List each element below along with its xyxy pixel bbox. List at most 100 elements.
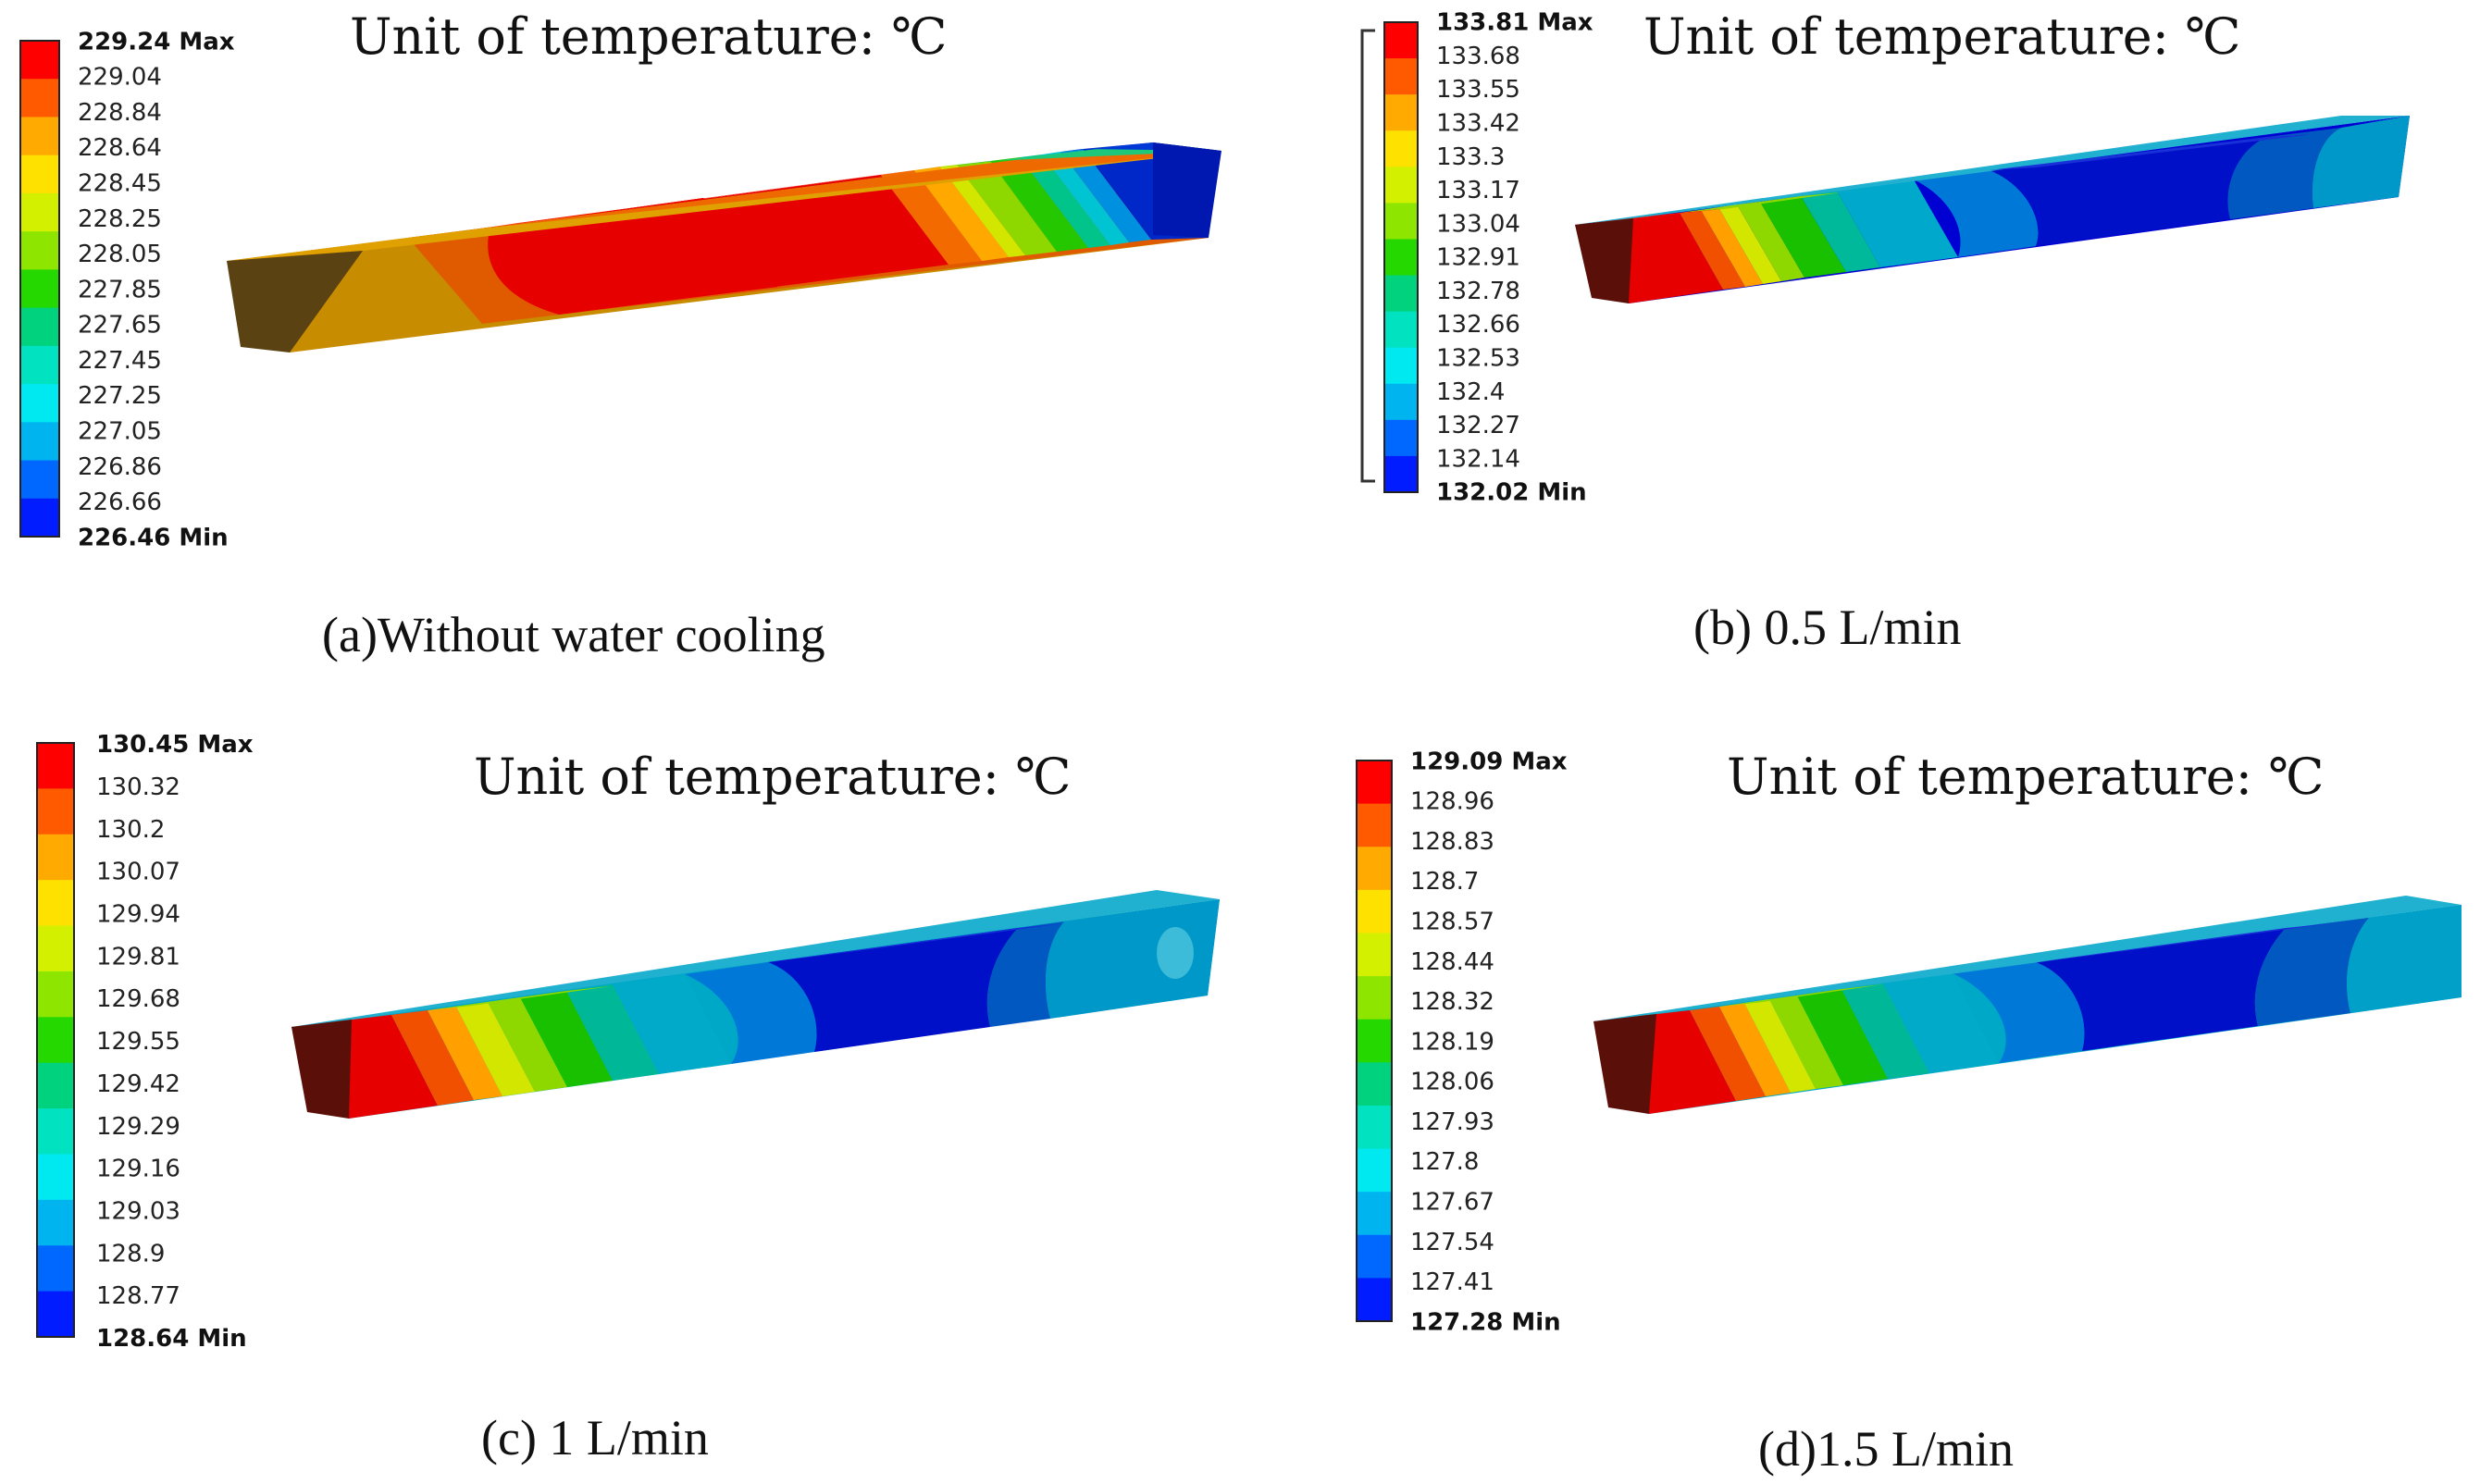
legend-swatch	[1384, 167, 1418, 204]
legend-tick-label: 132.78	[1436, 278, 1520, 305]
legend-swatch	[1384, 22, 1418, 59]
bar-d-top-blue	[2036, 923, 2332, 962]
bar-c-teal	[566, 984, 659, 1081]
legend-tick-label: 129.03	[96, 1198, 180, 1226]
legend-tick-label: 228.05	[78, 241, 162, 268]
legend-swatch	[1357, 976, 1392, 1020]
legend-tick-label: 127.67	[1410, 1189, 1494, 1217]
legend-tick-label: 128.19	[1410, 1028, 1494, 1056]
bar-b-lblue	[2312, 116, 2410, 208]
panel-d-unit-title: Unit of temperature: ℃	[1727, 748, 2325, 806]
bar-b-top	[1575, 116, 2410, 225]
bar-c-orange	[391, 1010, 474, 1106]
panel-a-bar	[227, 142, 1221, 352]
legend-tick-label: 133.55	[1436, 76, 1520, 104]
legend-swatch	[37, 880, 74, 927]
bar-c-near-end	[291, 1020, 352, 1119]
legend-tick-label: 127.41	[1410, 1268, 1494, 1296]
bar-c-sky	[685, 962, 817, 1064]
bar-d-top-green	[1719, 984, 1883, 1007]
legend-tick-label: 133.68	[1436, 43, 1520, 70]
bar-b-top-green	[1680, 192, 1841, 213]
bar-a-band-yellow	[914, 167, 1009, 261]
legend-tick-label: 133.3	[1436, 143, 1505, 171]
legend-tick-label: 132.27	[1436, 412, 1520, 439]
legend-tick-label: 227.85	[78, 276, 162, 303]
legend-swatch	[37, 925, 74, 972]
legend-tick-label: 129.81	[96, 943, 180, 971]
legend-tick-label: 226.86	[78, 453, 162, 481]
legend-tick-label: 132.14	[1436, 445, 1520, 473]
legend-tick-label: 129.94	[96, 901, 180, 929]
legend-swatch	[1384, 347, 1418, 385]
bar-a-band-green	[990, 157, 1088, 252]
legend-frame	[19, 40, 60, 538]
legend-tick-label: 132.91	[1436, 244, 1520, 272]
panel-d: 129.09 Max 128.96 128.83 128.7 128.57 128.44 1…	[1356, 748, 2461, 1477]
legend-swatch	[1384, 383, 1418, 421]
legend-swatch	[37, 788, 74, 835]
panel-d-legend: 129.09 Max 128.96 128.83 128.7 128.57 128.44 1…	[1356, 748, 1568, 1336]
legend-tick-label: 127.54	[1410, 1229, 1494, 1256]
legend-swatch	[37, 1199, 74, 1246]
legend-tick-label: 128.44	[1410, 948, 1494, 976]
bar-c-mblue	[986, 921, 1064, 1027]
legend-tick-label: 129.68	[96, 985, 180, 1013]
legend-tick-label: 228.64	[78, 134, 162, 162]
legend-swatch	[1357, 803, 1392, 847]
legend-tick-label: 228.25	[78, 205, 162, 233]
bar-c-top-green	[428, 986, 611, 1010]
bar-d-top	[1593, 896, 2461, 1021]
legend-swatch	[1384, 239, 1418, 277]
bar-b-yellow	[1701, 207, 1763, 287]
panel-c-unit-title: Unit of temperature: ℃	[474, 748, 1072, 806]
bar-d-lblue	[2347, 905, 2461, 1013]
legend-swatch	[1384, 311, 1418, 349]
bar-b-teal	[1801, 191, 1880, 272]
legend-min-label: 226.46 Min	[78, 524, 229, 551]
legend-frame	[36, 742, 75, 1338]
legend-swatch	[20, 384, 59, 423]
legend-swatch	[20, 422, 59, 462]
legend-swatch	[1357, 1062, 1392, 1107]
legend-swatch	[1384, 58, 1418, 95]
panel-a-caption: (a)Without water cooling	[322, 607, 825, 662]
legend-tick-label: 128.83	[1410, 828, 1494, 856]
legend-tick-label: 229.04	[78, 64, 162, 92]
bar-c-cyan	[613, 974, 731, 1074]
legend-tick-label: 130.32	[96, 773, 180, 801]
bar-a-top-red	[481, 170, 914, 229]
legend-swatch	[20, 155, 59, 194]
bar-d-orange	[1690, 1007, 1766, 1101]
legend-frame	[1356, 760, 1393, 1322]
legend-swatch	[20, 192, 59, 232]
bar-d-blue	[2036, 928, 2286, 1051]
panel-b-caption: (b) 0.5 L/min	[1693, 600, 1961, 655]
legend-swatch	[37, 1017, 74, 1064]
panel-a: 229.24 Max 229.04 228.84 228.64 228.45 228.25…	[19, 7, 1221, 662]
legend-tick-label: 128.7	[1410, 868, 1479, 896]
legend-swatch	[1357, 1234, 1392, 1279]
bar-d-near-end	[1593, 1014, 1656, 1114]
panel-a-legend: 229.24 Max 229.04 228.84 228.64 228.45 228.25…	[19, 28, 235, 551]
bar-c-top-blue	[768, 923, 1064, 962]
bar-a-band-sky	[1060, 149, 1151, 242]
legend-tick-label: 128.32	[1410, 988, 1494, 1016]
legend-tick-label: 128.96	[1410, 788, 1494, 816]
legend-swatch	[1357, 1278, 1392, 1322]
legend-swatch	[20, 117, 59, 156]
legend-tick-label: 133.42	[1436, 109, 1520, 137]
legend-tick-label: 227.45	[78, 347, 162, 375]
bar-a-far-end	[1153, 142, 1221, 238]
legend-swatch	[20, 460, 59, 500]
legend-tick-label: 129.42	[96, 1070, 180, 1098]
legend-swatch	[1357, 761, 1392, 805]
legend-tick-label: 129.55	[96, 1028, 180, 1056]
legend-tick-label: 128.9	[96, 1240, 165, 1268]
legend-swatch	[37, 1291, 74, 1338]
bar-c-top	[291, 890, 1220, 1027]
legend-swatch	[1384, 130, 1418, 167]
legend-swatch	[20, 41, 59, 80]
panel-c-legend: 130.45 Max 130.32 130.2 130.07 129.94 129.81 1…	[36, 731, 254, 1353]
